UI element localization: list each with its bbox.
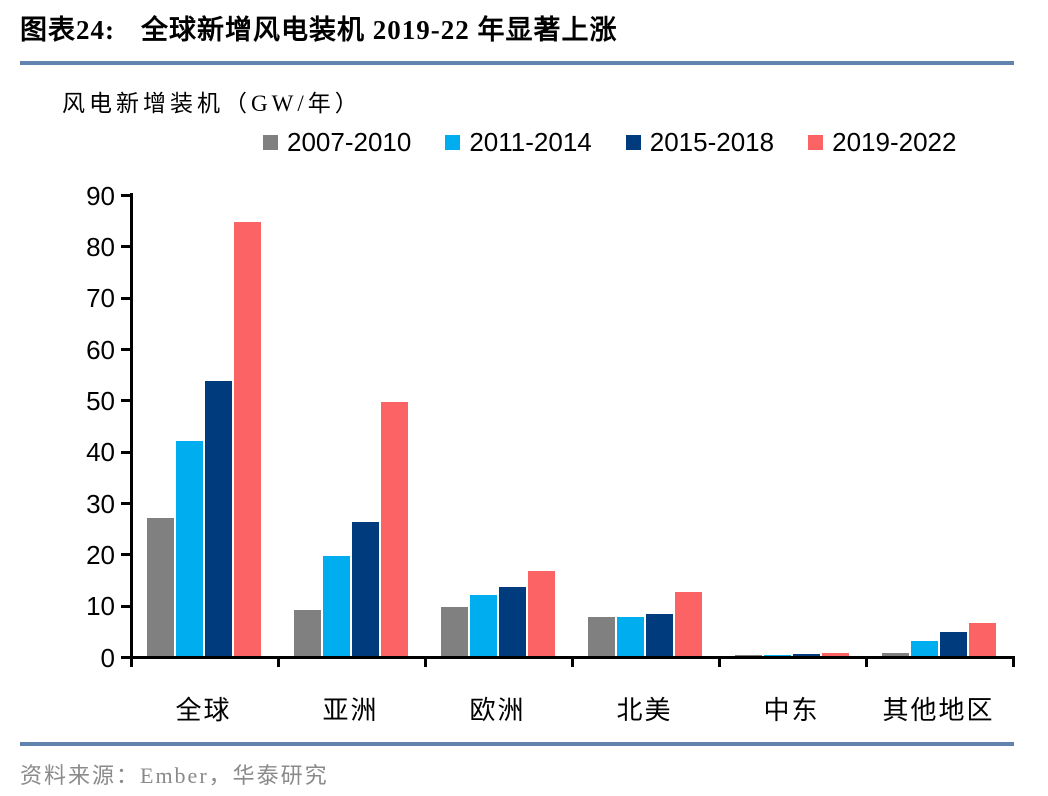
y-axis-tick-mark: [121, 348, 130, 351]
figure-title: 图表24: 全球新增风电装机 2019-22 年显著上涨: [20, 8, 618, 47]
bar-2007-2010-全球: [147, 518, 174, 656]
legend-item-2015-2018: 2015-2018: [625, 127, 775, 157]
y-axis-tick-label: 20: [86, 539, 115, 570]
bar-2007-2010-其他地区: [882, 653, 909, 656]
legend-item-2011-2014: 2011-2014: [445, 127, 592, 157]
bar-2019-2022-亚洲: [381, 402, 408, 656]
x-axis-tick-mark: [1012, 656, 1015, 667]
bar-2011-2014-北美: [617, 617, 644, 656]
x-axis-tick-mark: [277, 656, 280, 667]
legend-item-2019-2022: 2019-2022: [808, 129, 956, 155]
y-axis-tick-label: 80: [86, 231, 115, 262]
legend-label: 2019-2022: [832, 127, 957, 157]
bar-2015-2018-北美: [646, 614, 673, 656]
bar-2011-2014-亚洲: [323, 556, 350, 656]
y-axis-tick-label: 70: [86, 283, 115, 314]
bar-2019-2022-欧洲: [528, 571, 555, 656]
figure-label: 图表24:: [20, 15, 115, 45]
y-axis-line: [130, 193, 133, 659]
x-axis-category-label: 亚洲: [322, 696, 379, 725]
y-axis-tick-mark: [121, 656, 130, 659]
bar-2015-2018-中东: [793, 654, 820, 656]
y-axis-tick-label: 30: [86, 488, 115, 519]
bar-2007-2010-欧洲: [441, 607, 468, 656]
x-axis-category-label: 北美: [616, 696, 673, 725]
x-axis-tick-mark: [718, 656, 721, 667]
legend-label: 2015-2018: [649, 127, 775, 157]
bar-2019-2022-北美: [675, 592, 702, 656]
bar-2019-2022-其他地区: [969, 623, 996, 656]
y-axis-tick-label: 0: [100, 642, 115, 673]
x-axis-category-label: 欧洲: [469, 696, 526, 725]
y-axis-tick-mark: [121, 604, 130, 608]
bar-2015-2018-欧洲: [499, 587, 526, 656]
bar-2015-2018-亚洲: [352, 522, 379, 656]
legend-swatch-icon: [625, 134, 641, 150]
y-axis-tick-label: 10: [86, 591, 115, 622]
x-axis-tick-mark: [865, 656, 868, 667]
legend-label: 2011-2014: [469, 127, 592, 157]
y-axis-tick-label: 50: [86, 385, 115, 416]
x-axis-category-label: 中东: [763, 696, 820, 725]
footer-divider: [20, 742, 1014, 746]
legend-swatch-icon: [808, 134, 824, 150]
bar-2011-2014-全球: [176, 441, 203, 656]
y-axis-tick-mark: [121, 502, 130, 505]
chart-unit-label: 风电新增装机（GW/年）: [62, 91, 362, 116]
title-divider: [20, 61, 1014, 65]
legend-swatch-icon: [263, 134, 278, 150]
y-axis-tick-label: 60: [86, 334, 115, 365]
x-axis-category-label: 其他地区: [882, 696, 995, 725]
y-axis-tick-label: 90: [86, 180, 115, 211]
x-axis-tick-mark: [571, 656, 574, 667]
y-axis-tick-mark: [121, 296, 130, 300]
bar-2007-2010-北美: [588, 617, 615, 656]
y-axis-tick-mark: [121, 245, 130, 249]
y-axis-tick-label: 40: [86, 437, 115, 468]
chart-legend: 2007-2010 2011-2014 2015-2018 2019-2022: [263, 129, 956, 155]
source-attribution: 资料来源：Ember，华泰研究: [20, 763, 329, 788]
y-axis-tick-mark: [121, 450, 130, 454]
bar-2015-2018-全球: [205, 381, 232, 656]
x-axis-tick-mark: [130, 656, 133, 667]
y-axis-tick-mark: [121, 553, 130, 557]
bar-2019-2022-中东: [822, 653, 849, 656]
y-axis-tick-mark: [121, 399, 130, 403]
legend-swatch-icon: [445, 134, 461, 150]
bar-2007-2010-亚洲: [294, 610, 321, 656]
bar-2011-2014-中东: [764, 655, 791, 656]
bar-2011-2014-其他地区: [911, 641, 938, 656]
x-axis-tick-mark: [424, 656, 427, 667]
bar-2011-2014-欧洲: [470, 595, 497, 656]
legend-label: 2007-2010: [287, 127, 412, 157]
bar-2015-2018-其他地区: [940, 632, 967, 656]
legend-item-2007-2010: 2007-2010: [263, 129, 411, 155]
bar-2007-2010-中东: [735, 655, 762, 656]
x-axis-category-label: 全球: [175, 696, 232, 725]
y-axis-tick-mark: [121, 194, 130, 197]
bar-2019-2022-全球: [234, 222, 261, 656]
figure-title-text: 全球新增风电装机 2019-22 年显著上涨: [141, 15, 618, 45]
